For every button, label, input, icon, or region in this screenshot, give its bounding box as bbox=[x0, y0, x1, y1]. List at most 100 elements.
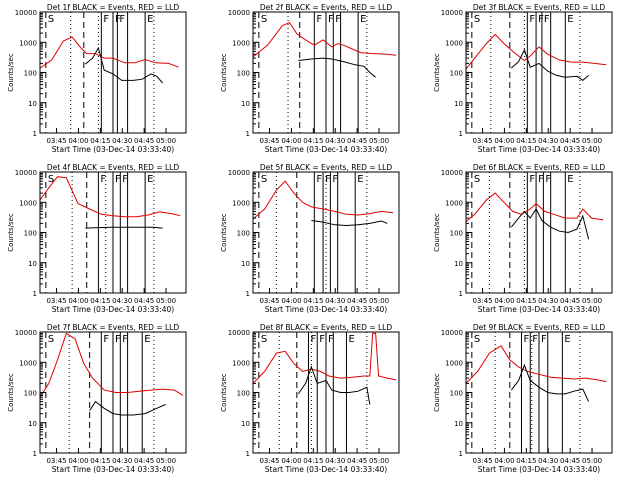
y-tick-label: 10000 bbox=[441, 329, 463, 337]
x-axis-label: Start Time (03-Dec-14 03:33:40) bbox=[52, 465, 174, 474]
x-tick-label: 03:45 bbox=[259, 457, 279, 465]
phase-marker-f: F bbox=[523, 334, 529, 345]
x-tick-label: 04:15 bbox=[90, 457, 110, 465]
phase-marker-s: S bbox=[261, 14, 267, 25]
x-tick-label: 04:15 bbox=[516, 297, 536, 305]
x-tick-label: 04:45 bbox=[347, 137, 367, 145]
x-tick-label: 04:30 bbox=[325, 457, 345, 465]
x-tick-label: 03:45 bbox=[259, 297, 279, 305]
x-axis-label: Start Time (03-Dec-14 03:33:40) bbox=[265, 145, 387, 154]
plot-title: Det 6f BLACK = Events, RED = LLD bbox=[473, 163, 606, 172]
phase-marker-s: S bbox=[474, 334, 480, 345]
x-tick-label: 04:45 bbox=[134, 297, 154, 305]
x-tick-label: 05:00 bbox=[582, 297, 602, 305]
x-tick-label: 04:45 bbox=[134, 457, 154, 465]
phase-marker-f: F bbox=[529, 14, 535, 25]
phase-marker-f: F bbox=[529, 174, 535, 185]
y-axis-label: Counts/sec bbox=[220, 213, 228, 252]
series-line-lld bbox=[252, 332, 397, 384]
y-tick-label: 1000 bbox=[445, 199, 463, 207]
y-tick-label: 100 bbox=[24, 70, 37, 78]
detector-plot-7: 1 10 100 1000 10000 03:45 04:00 04:15 04:30 04:45… bbox=[7, 323, 187, 474]
y-tick-label: 10 bbox=[454, 260, 463, 268]
series-line-lld bbox=[39, 36, 179, 69]
x-tick-label: 05:00 bbox=[582, 137, 602, 145]
phase-marker-e: E bbox=[348, 334, 354, 345]
x-axis-label: Start Time (03-Dec-14 03:33:40) bbox=[478, 145, 600, 154]
y-tick-label: 10 bbox=[241, 420, 250, 428]
phase-marker-e: E bbox=[564, 334, 570, 345]
plot-title: Det 8f BLACK = Events, RED = LLD bbox=[260, 323, 393, 332]
phase-marker-f: F bbox=[316, 174, 322, 185]
x-tick-label: 04:15 bbox=[303, 457, 323, 465]
detector-plot-6: 1 10 100 1000 10000 03:45 04:00 04:15 04:30 04:45… bbox=[433, 163, 613, 314]
detector-plot-5: 1 10 100 1000 10000 03:45 04:00 04:15 04:30 04:45… bbox=[220, 163, 400, 314]
phase-marker-f: F bbox=[316, 14, 322, 25]
x-tick-label: 05:00 bbox=[156, 137, 176, 145]
phase-marker-s: S bbox=[261, 174, 267, 185]
y-tick-label: 100 bbox=[237, 230, 250, 238]
x-tick-label: 04:45 bbox=[560, 297, 580, 305]
y-tick-label: 10 bbox=[241, 100, 250, 108]
detector-plot-4: 1 10 100 1000 10000 03:45 04:00 04:15 04:30 04:45… bbox=[7, 163, 187, 314]
y-tick-label: 1000 bbox=[232, 199, 250, 207]
y-axis-label: Counts/sec bbox=[7, 373, 15, 412]
plot-title: Det 9f BLACK = Events, RED = LLD bbox=[473, 323, 606, 332]
x-axis-label: Start Time (03-Dec-14 03:33:40) bbox=[265, 305, 387, 314]
series-line-lld bbox=[465, 33, 607, 70]
plot-title: Det 3f BLACK = Events, RED = LLD bbox=[473, 3, 606, 12]
y-tick-label: 1 bbox=[459, 290, 463, 298]
y-tick-label: 1000 bbox=[19, 199, 37, 207]
x-tick-label: 04:15 bbox=[90, 297, 110, 305]
x-tick-label: 05:00 bbox=[582, 457, 602, 465]
x-tick-label: 04:00 bbox=[494, 297, 514, 305]
plot-title: Det 4f BLACK = Events, RED = LLD bbox=[47, 163, 180, 172]
phase-marker-f: F bbox=[541, 334, 547, 345]
series-line-events bbox=[298, 57, 376, 78]
phase-marker-f: F bbox=[115, 174, 121, 185]
series-line-events bbox=[84, 46, 163, 84]
phase-marker-s: S bbox=[261, 334, 267, 345]
y-tick-label: 1 bbox=[33, 450, 37, 458]
phase-marker-e: E bbox=[147, 14, 153, 25]
y-axis-label: Counts/sec bbox=[433, 373, 441, 412]
detector-plot-9: 1 10 100 1000 10000 03:45 04:00 04:15 04:30 04:45… bbox=[433, 323, 613, 474]
y-tick-label: 10 bbox=[454, 420, 463, 428]
series-line-lld bbox=[39, 332, 184, 398]
phase-marker-f: F bbox=[332, 174, 338, 185]
y-tick-label: 1000 bbox=[19, 359, 37, 367]
series-line-events bbox=[311, 220, 388, 227]
y-tick-label: 100 bbox=[450, 70, 463, 78]
phase-marker-f: F bbox=[115, 14, 121, 25]
y-tick-label: 100 bbox=[450, 230, 463, 238]
y-tick-label: 10000 bbox=[228, 9, 250, 17]
plot-title: Det 5f BLACK = Events, RED = LLD bbox=[260, 163, 393, 172]
y-tick-label: 1000 bbox=[232, 359, 250, 367]
y-tick-label: 100 bbox=[24, 230, 37, 238]
phase-marker-e: E bbox=[360, 14, 366, 25]
phase-marker-f: F bbox=[335, 14, 341, 25]
detector-plot-1: 1 10 100 1000 10000 03:45 04:00 04:15 04:30 04:45… bbox=[7, 3, 187, 154]
x-axis-label: Start Time (03-Dec-14 03:33:40) bbox=[52, 145, 174, 154]
phase-marker-f: F bbox=[532, 334, 538, 345]
y-tick-label: 10 bbox=[28, 100, 37, 108]
x-tick-label: 04:30 bbox=[112, 137, 132, 145]
x-tick-label: 04:15 bbox=[90, 137, 110, 145]
phase-marker-s: S bbox=[48, 334, 54, 345]
y-tick-label: 10 bbox=[28, 420, 37, 428]
y-tick-label: 10000 bbox=[441, 9, 463, 17]
x-tick-label: 05:00 bbox=[156, 297, 176, 305]
phase-marker-e: E bbox=[567, 174, 573, 185]
phase-marker-f: F bbox=[545, 174, 551, 185]
series-line-lld bbox=[465, 192, 604, 222]
x-tick-label: 04:30 bbox=[325, 137, 345, 145]
x-tick-label: 04:45 bbox=[347, 457, 367, 465]
phase-marker-f: F bbox=[538, 174, 544, 185]
y-axis-label: Counts/sec bbox=[433, 53, 441, 92]
plot-title: Det 7f BLACK = Events, RED = LLD bbox=[47, 323, 180, 332]
y-tick-label: 10000 bbox=[228, 169, 250, 177]
phase-marker-f: F bbox=[538, 14, 544, 25]
x-tick-label: 05:00 bbox=[369, 457, 389, 465]
y-tick-label: 10000 bbox=[441, 169, 463, 177]
series-line-lld bbox=[465, 345, 607, 384]
